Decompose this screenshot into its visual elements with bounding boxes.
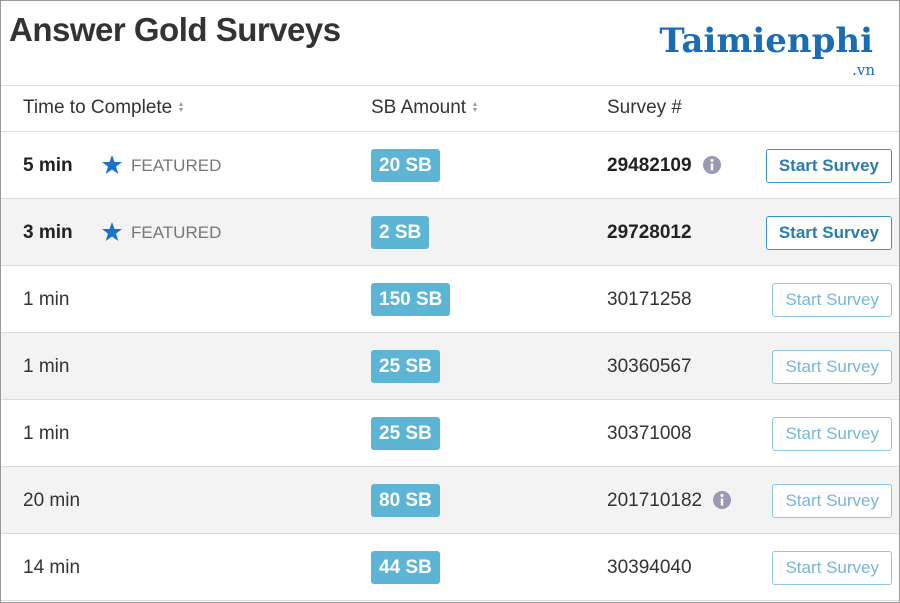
logo-name: Taimienphi (659, 21, 873, 61)
divider (1, 131, 899, 132)
survey-row: 1 min 25 SB 30371008 Start Survey (1, 400, 899, 467)
sb-amount: 25 SB (371, 417, 440, 450)
start-survey-button[interactable]: Start Survey (772, 417, 892, 451)
column-header[interactable]: Time to Complete (23, 85, 186, 131)
time: 1 min (23, 289, 70, 310)
column-label: Time to Complete (23, 97, 173, 118)
logo-domain: .vn (852, 61, 875, 79)
start-survey-button[interactable]: Start Survey (765, 216, 892, 250)
featured-label: FEATURED (131, 156, 222, 175)
sb-amount: 25 SB (371, 350, 440, 383)
survey-row: 1 min 25 SB 30360567 Start Survey (1, 333, 899, 400)
column-header: Survey # (607, 85, 682, 131)
survey-row: 20 min 80 SB 201710182 Start Survey (1, 467, 899, 534)
sort-icon[interactable] (176, 100, 186, 114)
survey-number: 30360567 (607, 356, 692, 377)
sb-amount: 80 SB (371, 484, 440, 517)
featured-star (102, 222, 122, 241)
featured-label: FEATURED (131, 223, 222, 242)
survey-row: 1 min 150 SB 30171258 Start Survey (1, 266, 899, 333)
sb-amount: 20 SB (371, 149, 440, 182)
survey-number: 30371008 (607, 423, 692, 444)
info-icon (702, 156, 721, 174)
time: 14 min (23, 557, 81, 578)
time: 3 min (23, 222, 73, 243)
survey-number: 30171258 (607, 289, 692, 310)
survey-row: 5 min FEATURED 20 SB 29482109 Start Survey (1, 132, 899, 199)
start-survey-button[interactable]: Start Survey (772, 551, 892, 585)
survey-row: 14 min 44 SB 30394040 Start Survey (1, 534, 899, 601)
sb-amount: 44 SB (371, 551, 440, 584)
column-label: Survey # (607, 97, 682, 118)
column-label: SB Amount (371, 97, 467, 118)
survey-row: 3 min FEATURED 2 SB 29728012 Start Survey (1, 199, 899, 266)
info-icon (713, 491, 732, 509)
divider (1, 85, 899, 86)
survey-number: 29482109 (607, 155, 692, 176)
column-header[interactable]: SB Amount (371, 85, 480, 131)
start-survey-button[interactable]: Start Survey (772, 350, 892, 384)
sb-amount: 2 SB (371, 216, 430, 249)
start-survey-button[interactable]: Start Survey (765, 149, 892, 183)
survey-number: 30394040 (607, 557, 692, 578)
page-title: Answer Gold Surveys (9, 11, 341, 48)
survey-number: 201710182 (607, 490, 703, 511)
time: 1 min (23, 356, 70, 377)
time: 20 min (23, 490, 81, 511)
sb-amount: 150 SB (371, 283, 451, 316)
survey-number: 29728012 (607, 222, 692, 243)
featured-star (102, 155, 122, 174)
time: 5 min (23, 155, 73, 176)
start-survey-button[interactable]: Start Survey (772, 484, 892, 518)
time: 1 min (23, 423, 70, 444)
start-survey-button[interactable]: Start Survey (772, 283, 892, 317)
sort-icon[interactable] (470, 100, 480, 114)
